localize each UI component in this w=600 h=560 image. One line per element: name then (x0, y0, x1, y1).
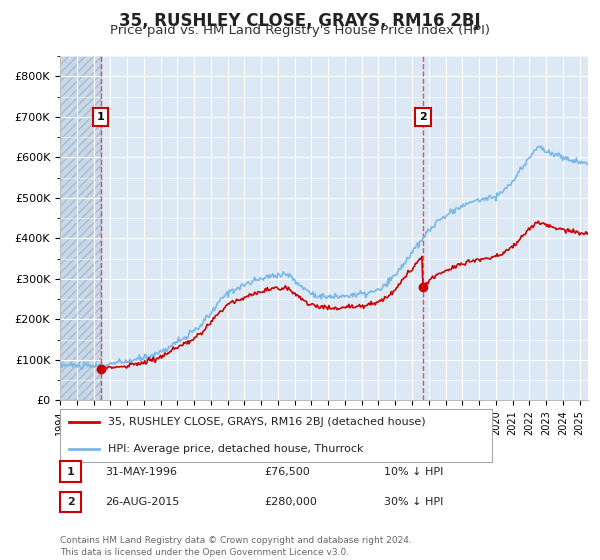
Text: 2: 2 (67, 497, 74, 507)
Text: 35, RUSHLEY CLOSE, GRAYS, RM16 2BJ (detached house): 35, RUSHLEY CLOSE, GRAYS, RM16 2BJ (deta… (107, 417, 425, 427)
Text: 30% ↓ HPI: 30% ↓ HPI (384, 497, 443, 507)
Text: 1: 1 (67, 466, 74, 477)
Text: 2: 2 (419, 112, 427, 122)
Bar (60, 56, 101, 400)
Text: Contains HM Land Registry data © Crown copyright and database right 2024.
This d: Contains HM Land Registry data © Crown c… (60, 536, 412, 557)
Text: 31-MAY-1996: 31-MAY-1996 (105, 466, 177, 477)
Text: 35, RUSHLEY CLOSE, GRAYS, RM16 2BJ: 35, RUSHLEY CLOSE, GRAYS, RM16 2BJ (119, 12, 481, 30)
Text: 10% ↓ HPI: 10% ↓ HPI (384, 466, 443, 477)
Text: Price paid vs. HM Land Registry's House Price Index (HPI): Price paid vs. HM Land Registry's House … (110, 24, 490, 36)
Text: 1: 1 (97, 112, 104, 122)
Text: HPI: Average price, detached house, Thurrock: HPI: Average price, detached house, Thur… (107, 444, 363, 454)
Text: £280,000: £280,000 (264, 497, 317, 507)
Bar (60, 56, 101, 400)
Text: 26-AUG-2015: 26-AUG-2015 (105, 497, 179, 507)
Text: £76,500: £76,500 (264, 466, 310, 477)
